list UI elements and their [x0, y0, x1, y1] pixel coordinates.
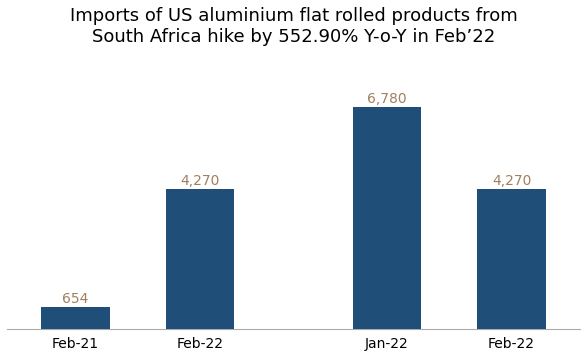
Title: Imports of US aluminium flat rolled products from
South Africa hike by 552.90% Y: Imports of US aluminium flat rolled prod… — [70, 7, 517, 46]
Text: 4,270: 4,270 — [180, 174, 220, 188]
Text: 4,270: 4,270 — [492, 174, 531, 188]
Bar — [166, 189, 234, 329]
Text: 654: 654 — [62, 292, 89, 306]
Bar — [353, 107, 421, 329]
Bar — [41, 308, 110, 329]
Bar — [477, 189, 546, 329]
Text: 6,780: 6,780 — [367, 92, 407, 106]
